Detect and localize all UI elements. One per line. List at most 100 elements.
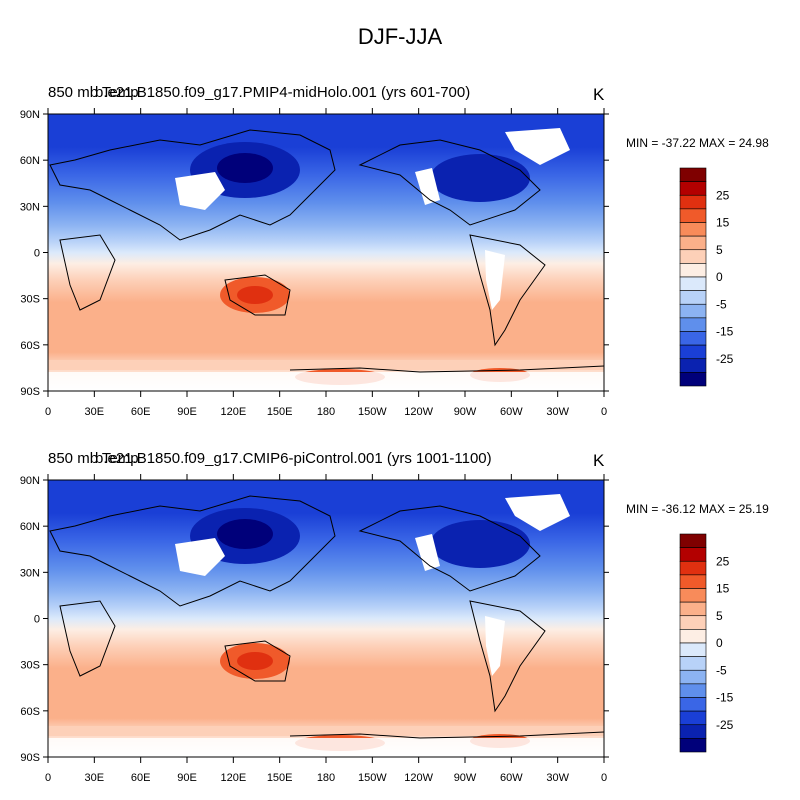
lon-tick-label: 150E [267,406,293,418]
colorbar-swatch [679,235,707,251]
lat-tick-label: 60S [20,340,40,352]
panel-left-title: 850 mb Temp [48,450,139,467]
colorbar-swatch [679,303,707,319]
lat-tick-label: 0 [34,248,40,260]
colorbar-swatch [679,724,707,739]
colorbar-swatch [679,683,707,698]
lon-tick-label: 120W [404,772,433,784]
lon-tick-label: 180 [317,406,335,418]
lat-tick-label: 90S [20,752,40,764]
lon-tick-label: 30E [85,772,105,784]
map-frame: 90N 60N 30N 0 30S 60S 90S 0 30E 60E 90E 120E 150E 18… [20,474,609,784]
lon-tick-label: 60E [131,772,151,784]
colorbar-swatch [679,208,707,223]
colorbar-swatch [679,601,707,617]
colorbar-swatch [679,167,707,182]
lat-tick-label: 30N [20,567,40,579]
lon-tick-label: 150W [358,406,387,418]
lat-tick-label: 30N [20,201,40,213]
colorbar-swatch [679,263,707,278]
lon-tick-label: 150W [358,772,387,784]
lon-tick-label: 30W [546,406,569,418]
colorbar-label: 25 [716,188,730,202]
colorbar-swatch [679,290,707,305]
colorbar-label: 5 [716,609,723,623]
lat-tick-label: 90N [20,475,40,487]
colorbar-swatch [679,533,707,548]
map-frame: 90N 60N 30N 0 30S 60S 90S 0 30E 60E 90E 120E 150E 18… [20,108,609,418]
lon-tick-label: 90W [454,772,477,784]
colorbar-swatch [679,344,707,360]
lat-tick-label: 30S [20,294,40,306]
colorbar-swatch [679,629,707,644]
colorbar-swatch [679,710,707,726]
lat-tick-label: 0 [34,614,40,626]
lon-tick-label: 120W [404,406,433,418]
lon-tick-label: 90E [177,406,197,418]
colorbar-swatch [679,547,707,562]
panel-min-max: MIN = -37.22 MAX = 24.98 [626,136,769,150]
colorbar-swatch [679,181,707,196]
lat-tick-label: 90N [20,109,40,121]
colorbar-swatch [679,560,707,576]
colorbar-swatch [679,738,707,753]
colorbar-swatch [679,574,707,589]
lon-tick-label: 0 [45,772,51,784]
panel-run-title: b.e21.B1850.f09_g17.PMIP4-midHolo.001 (y… [95,84,470,101]
colorbar-label: -25 [716,352,734,366]
lon-tick-label: 120E [220,406,246,418]
lat-tick-label: 30S [20,660,40,672]
lon-tick-label: 90E [177,772,197,784]
lon-tick-label: 120E [220,772,246,784]
lon-tick-label: 0 [601,772,607,784]
colorbar-label: -15 [716,691,734,705]
colorbar-label: -15 [716,325,734,339]
colorbar-swatch [679,372,707,387]
map-field [48,114,604,391]
lon-tick-label: 180 [317,772,335,784]
colorbar-swatch [679,276,707,291]
colorbar: 25 15 5 0 -5 -15 -25 [679,533,734,753]
lon-tick-label: 60W [500,406,523,418]
colorbar-label: 0 [716,636,723,650]
map-panel-midholo: 850 mb Temp b.e21.B1850.f09_g17.PMIP4-mi… [20,84,769,418]
colorbar-label: -25 [716,718,734,732]
colorbar-swatch [679,656,707,671]
colorbar-label: -5 [716,297,727,311]
lon-tick-label: 60W [500,772,523,784]
colorbar-swatch [679,249,707,264]
colorbar-swatch [679,615,707,630]
panel-min-max: MIN = -36.12 MAX = 25.19 [626,502,769,516]
colorbar-label: 15 [716,582,730,596]
colorbar-swatch [679,194,707,210]
lon-tick-label: 90W [454,406,477,418]
map-panel-picontrol: 850 mb Temp b.e21.B1850.f09_g17.CMIP6-pi… [20,450,769,784]
lon-tick-label: 0 [601,406,607,418]
colorbar-label: 15 [716,216,730,230]
colorbar-swatch [679,669,707,685]
lon-tick-label: 60E [131,406,151,418]
lon-tick-label: 150E [267,772,293,784]
lon-tick-label: 30E [85,406,105,418]
panel-units: K [593,451,605,470]
coastlines [49,129,605,373]
figure-title: DJF-JJA [357,24,443,49]
colorbar-swatch [679,317,707,332]
colorbar-swatch [679,697,707,712]
colorbar: 25 15 5 0 -5 -15 -25 [679,167,734,387]
lat-tick-label: 60N [20,155,40,167]
panel-units: K [593,85,605,104]
lat-tick-label: 60S [20,706,40,718]
colorbar-swatch [679,222,707,237]
colorbar-label: 25 [716,554,730,568]
lon-tick-label: 30W [546,772,569,784]
coastlines [49,495,605,739]
panel-run-title: b.e21.B1850.f09_g17.CMIP6-piControl.001 … [95,450,492,467]
lat-tick-label: 90S [20,386,40,398]
colorbar-label: -5 [716,663,727,677]
colorbar-swatch [679,588,707,603]
colorbar-label: 5 [716,243,723,257]
lon-tick-label: 0 [45,406,51,418]
colorbar-swatch [679,642,707,657]
